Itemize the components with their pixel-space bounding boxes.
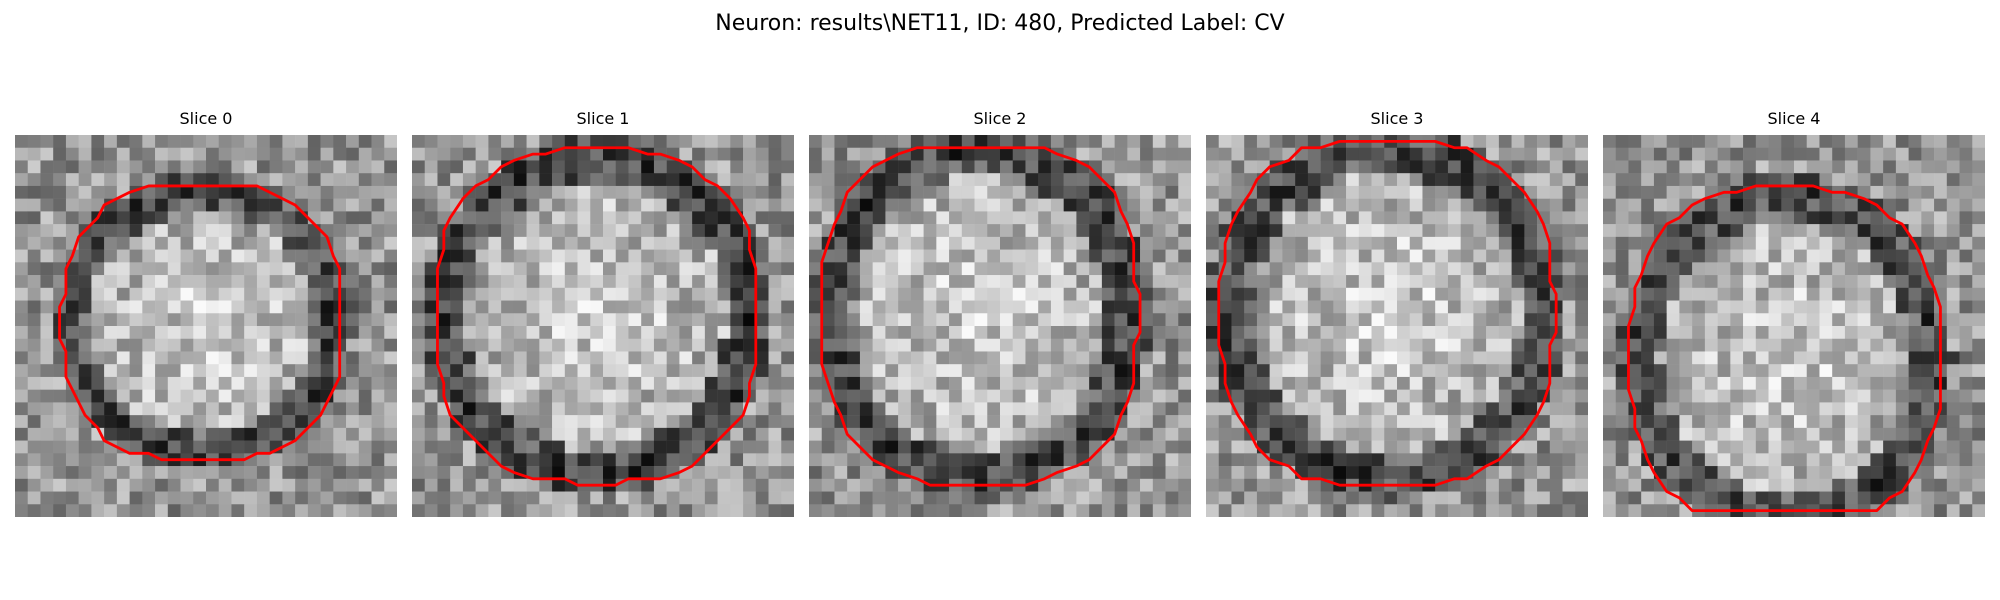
grayscale-pixels: [1603, 135, 1985, 517]
slice-title: Slice 0: [179, 109, 233, 128]
slice-panel-3: Slice 3: [1206, 105, 1588, 525]
figure-title: Neuron: results\NET11, ID: 480, Predicte…: [715, 11, 1285, 36]
slice-image: [15, 135, 397, 517]
slice-image: [1206, 135, 1588, 517]
cell-contour: [1627, 184, 1942, 513]
slice-panel-1: Slice 1: [412, 105, 794, 525]
slice-panel-4: Slice 4: [1603, 105, 1985, 525]
slice-image: [809, 135, 1191, 517]
slice-panels: Slice 0 Slice 1 Slice 2 Slice 3 Slice 4: [15, 105, 1985, 525]
slice-panel-2: Slice 2: [809, 105, 1191, 525]
grayscale-pixels: [1206, 135, 1588, 517]
cell-contour: [58, 184, 342, 462]
slice-title: Slice 3: [1370, 109, 1424, 128]
slice-image: [412, 135, 794, 517]
grayscale-pixels: [809, 135, 1191, 517]
cell-contour: [1217, 139, 1558, 487]
slice-title: Slice 2: [973, 109, 1027, 128]
cell-contour: [436, 146, 758, 487]
grayscale-pixels: [15, 135, 397, 517]
cell-contour: [820, 146, 1142, 487]
slice-panel-0: Slice 0: [15, 105, 397, 525]
slice-title: Slice 1: [576, 109, 630, 128]
slice-title: Slice 4: [1767, 109, 1821, 128]
slice-image: [1603, 135, 1985, 517]
